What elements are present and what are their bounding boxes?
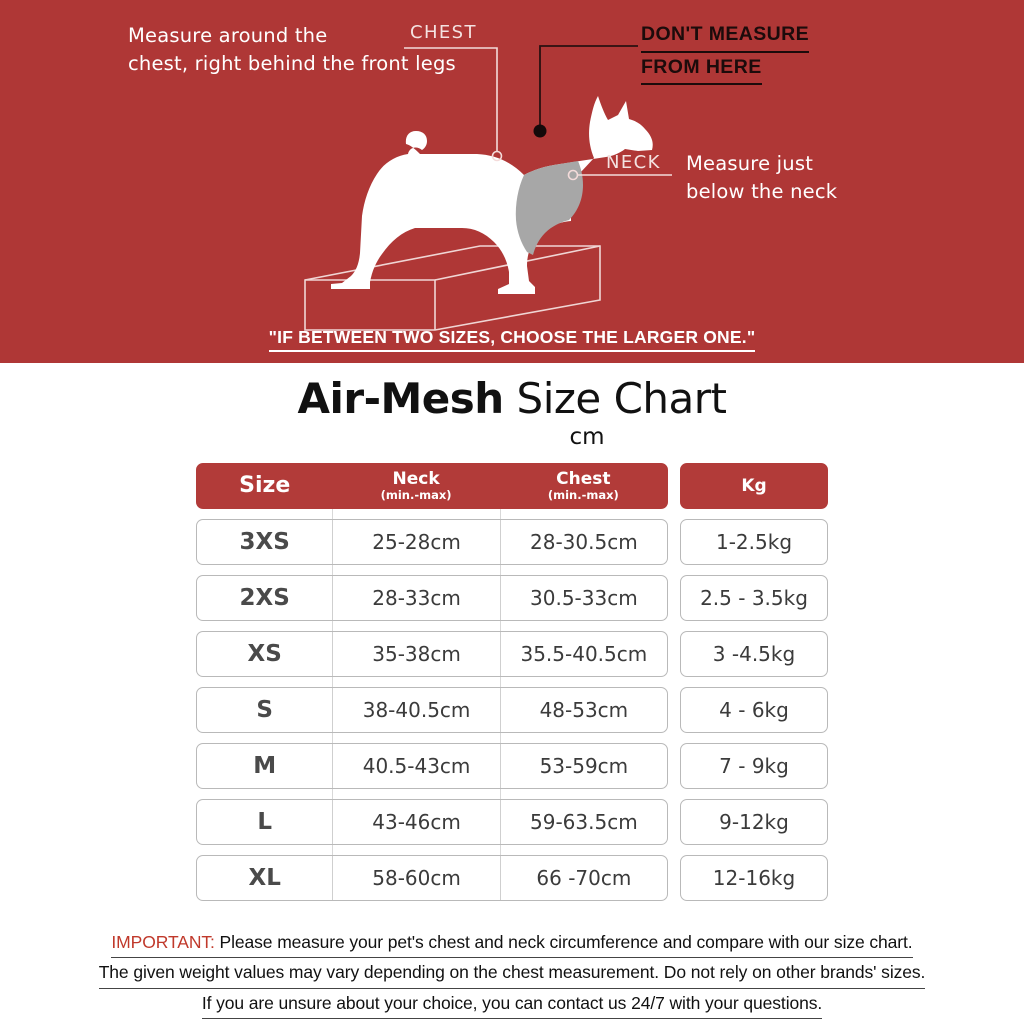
cell-chest: 35.5-40.5cm xyxy=(499,632,667,676)
cell-neck: 43-46cm xyxy=(332,800,499,844)
row-main-columns: M 40.5-43cm 53-59cm xyxy=(196,743,668,789)
cell-chest: 30.5-33cm xyxy=(499,576,667,620)
header-size: Size xyxy=(239,472,291,498)
page-title: Air-Mesh Size Chart xyxy=(0,378,1024,420)
cell-size: 2XS xyxy=(239,585,290,611)
header-kg: Kg xyxy=(680,463,828,509)
size-chart-table: Size Neck (min.-max) Chest (min.-max) Kg… xyxy=(196,463,828,911)
chest-measure-point xyxy=(491,150,503,162)
neck-measure-point xyxy=(567,169,579,181)
table-row: L 43-46cm 59-63.5cm 9-12kg xyxy=(196,799,828,845)
cell-neck: 58-60cm xyxy=(332,856,499,900)
cell-kg: 3 -4.5kg xyxy=(680,631,828,677)
cell-neck: 25-28cm xyxy=(332,520,499,564)
row-main-columns: 2XS 28-33cm 30.5-33cm xyxy=(196,575,668,621)
cell-kg: 7 - 9kg xyxy=(680,743,828,789)
row-main-columns: S 38-40.5cm 48-53cm xyxy=(196,687,668,733)
table-row: 2XS 28-33cm 30.5-33cm 2.5 - 3.5kg xyxy=(196,575,828,621)
header-chest: Chest (min.-max) xyxy=(547,469,619,503)
row-main-columns: 3XS 25-28cm 28-30.5cm xyxy=(196,519,668,565)
neck-instruction-text: Measure just below the neck xyxy=(686,152,838,204)
dog-measurement-illustration xyxy=(304,45,672,331)
title-brand: Air-Mesh xyxy=(297,374,504,423)
table-header-row: Size Neck (min.-max) Chest (min.-max) Kg xyxy=(196,463,828,509)
cell-size: XL xyxy=(248,865,281,891)
cell-chest: 48-53cm xyxy=(499,688,667,732)
size-advice-quote: "IF BETWEEN TWO SIZES, CHOOSE THE LARGER… xyxy=(0,327,1024,352)
table-row: M 40.5-43cm 53-59cm 7 - 9kg xyxy=(196,743,828,789)
footer-line-3: If you are unsure about your choice, you… xyxy=(0,989,1024,1020)
dont-measure-warning: DON'T MEASURE FROM HERE xyxy=(641,20,810,86)
cell-kg: 4 - 6kg xyxy=(680,687,828,733)
cell-kg: 2.5 - 3.5kg xyxy=(680,575,828,621)
dont-measure-point xyxy=(533,124,547,138)
row-main-columns: XL 58-60cm 66 -70cm xyxy=(196,855,668,901)
neck-label: NECK xyxy=(606,152,661,173)
cell-neck: 38-40.5cm xyxy=(332,688,499,732)
chest-label: CHEST xyxy=(410,22,477,43)
header-neck-sub: (min.-max) xyxy=(380,488,452,503)
row-main-columns: XS 35-38cm 35.5-40.5cm xyxy=(196,631,668,677)
cell-neck: 35-38cm xyxy=(332,632,499,676)
cell-size: S xyxy=(256,697,273,723)
table-row: 3XS 25-28cm 28-30.5cm 1-2.5kg xyxy=(196,519,828,565)
header-main-columns: Size Neck (min.-max) Chest (min.-max) xyxy=(196,463,668,509)
title-rest: Size Chart xyxy=(503,374,727,423)
cell-chest: 66 -70cm xyxy=(499,856,667,900)
cell-neck: 40.5-43cm xyxy=(332,744,499,788)
column-guide-neck xyxy=(332,509,333,859)
footer-line-1: IMPORTANT: Please measure your pet's che… xyxy=(0,928,1024,959)
table-row: XS 35-38cm 35.5-40.5cm 3 -4.5kg xyxy=(196,631,828,677)
cell-kg: 12-16kg xyxy=(680,855,828,901)
footer-line-2: The given weight values may vary dependi… xyxy=(0,958,1024,989)
cell-kg: 9-12kg xyxy=(680,799,828,845)
cell-size: L xyxy=(257,809,273,835)
cell-chest: 53-59cm xyxy=(499,744,667,788)
table-row: S 38-40.5cm 48-53cm 4 - 6kg xyxy=(196,687,828,733)
measurement-banner: Measure around the chest, right behind t… xyxy=(0,0,1024,363)
cell-size: XS xyxy=(247,641,282,667)
cell-size: 3XS xyxy=(239,529,290,555)
table-row: XL 58-60cm 66 -70cm 12-16kg xyxy=(196,855,828,901)
important-label: IMPORTANT: xyxy=(111,932,215,952)
column-guide-chest xyxy=(500,509,501,859)
cell-kg: 1-2.5kg xyxy=(680,519,828,565)
chest-leader-line xyxy=(404,47,498,151)
table-body: 3XS 25-28cm 28-30.5cm 1-2.5kg 2XS 28-33cm 30.5… xyxy=(196,519,828,901)
important-note: IMPORTANT: Please measure your pet's che… xyxy=(0,928,1024,1020)
cell-neck: 28-33cm xyxy=(332,576,499,620)
chest-instruction-text: Measure around the chest, right behind t… xyxy=(128,24,456,76)
footer-line-1-rest: Please measure your pet's chest and neck… xyxy=(214,932,913,952)
title-unit-label: cm xyxy=(569,424,605,450)
cell-chest: 28-30.5cm xyxy=(499,520,667,564)
chart-title-block: Air-Mesh Size Chart cm xyxy=(0,378,1024,451)
cell-size: M xyxy=(253,753,277,779)
header-neck: Neck (min.-max) xyxy=(380,469,452,503)
dont-measure-leader-line xyxy=(539,45,638,126)
dog-silhouette xyxy=(331,96,653,294)
cell-chest: 59-63.5cm xyxy=(499,800,667,844)
header-chest-sub: (min.-max) xyxy=(547,488,619,503)
row-main-columns: L 43-46cm 59-63.5cm xyxy=(196,799,668,845)
